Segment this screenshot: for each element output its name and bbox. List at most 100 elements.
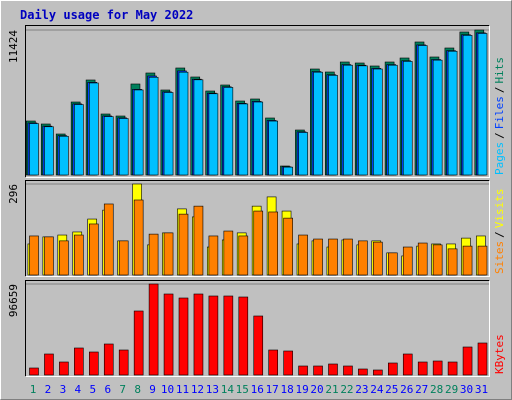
panel-bevel <box>25 180 490 277</box>
x-tick-label: 20 <box>310 383 323 396</box>
x-tick-label: 5 <box>89 383 96 396</box>
x-tick-label: 14 <box>221 383 235 396</box>
bar <box>103 343 114 376</box>
bar <box>268 349 279 376</box>
x-tick-label: 4 <box>75 383 82 396</box>
bar <box>178 71 189 176</box>
bar <box>133 89 144 176</box>
x-tick-label: 23 <box>355 383 368 396</box>
bar <box>268 120 279 176</box>
x-tick-label: 7 <box>119 383 126 396</box>
legend-entry: Hits <box>493 57 506 84</box>
legend-entry: KBytes <box>493 334 506 374</box>
x-tick-label: 10 <box>161 383 174 396</box>
x-tick-label: 11 <box>176 383 189 396</box>
bar <box>358 240 368 276</box>
title: Daily usage for May 2022 <box>20 8 193 22</box>
bar <box>59 135 69 176</box>
bar <box>148 233 159 276</box>
x-tick-label: 24 <box>370 383 384 396</box>
bar <box>163 92 174 176</box>
bar <box>432 360 443 376</box>
bar <box>253 210 264 276</box>
bar <box>44 126 54 176</box>
panel-bevel <box>25 25 490 178</box>
bar <box>358 368 368 376</box>
bar <box>238 103 249 176</box>
legend-separator: / <box>493 132 506 139</box>
x-tick-label: 22 <box>340 383 353 396</box>
bar <box>373 369 383 376</box>
x-tick-label: 19 <box>295 383 308 396</box>
legend-separator: / <box>493 87 506 94</box>
x-tick-label: 18 <box>281 383 294 396</box>
bar <box>313 365 323 376</box>
bar <box>223 295 234 376</box>
bar <box>462 35 473 176</box>
bar <box>328 363 338 376</box>
bar <box>447 50 458 176</box>
x-tick-label: 8 <box>134 383 141 396</box>
panel-bevel <box>25 180 490 277</box>
bar <box>477 33 488 176</box>
bar <box>358 65 368 176</box>
panel-bevel <box>25 25 490 178</box>
bar <box>238 296 249 376</box>
legend-entry: Files <box>493 96 506 129</box>
bar <box>44 236 54 276</box>
bar <box>417 45 428 176</box>
bar <box>402 246 413 276</box>
legend: Pages / Files / Hits <box>493 57 506 175</box>
bar <box>477 342 488 376</box>
bar <box>103 116 114 176</box>
x-tick-label: 2 <box>45 383 52 396</box>
x-tick-label: 15 <box>236 383 249 396</box>
x-tick-label: 1 <box>30 383 37 396</box>
x-tick-label: 29 <box>445 383 458 396</box>
bar <box>118 349 129 376</box>
bar <box>89 82 99 176</box>
legend-entry: Pages <box>493 142 506 175</box>
bar <box>133 199 144 276</box>
bar <box>417 361 428 376</box>
x-tick-label: 26 <box>400 383 413 396</box>
bar <box>148 76 159 176</box>
bar <box>118 118 129 176</box>
bar <box>89 223 99 276</box>
legend-entry: Visits <box>493 189 506 229</box>
bar <box>387 64 398 176</box>
bar <box>163 232 174 276</box>
bar <box>163 293 174 376</box>
bar <box>373 241 383 276</box>
bar <box>208 93 219 176</box>
y-tick-label: 96659 <box>7 284 20 317</box>
bar <box>313 71 323 176</box>
bar <box>328 75 338 176</box>
bar <box>208 295 219 376</box>
y-tick-label: 11424 <box>7 30 20 63</box>
y-tick-label: 296 <box>7 184 20 204</box>
bar <box>462 346 473 376</box>
bar <box>328 238 338 276</box>
bar <box>178 213 189 276</box>
bar <box>477 245 488 276</box>
bar <box>298 132 308 176</box>
bar <box>432 59 443 176</box>
legend: KBytes <box>493 334 506 374</box>
legend-separator: / <box>493 231 506 238</box>
bar <box>208 235 219 276</box>
x-tick-label: 3 <box>60 383 67 396</box>
bar <box>74 104 84 176</box>
bar <box>29 367 39 376</box>
bar <box>402 61 413 176</box>
bar <box>373 68 383 176</box>
x-tick-label: 30 <box>460 383 473 396</box>
bar <box>74 347 84 376</box>
x-tick-label: 12 <box>191 383 204 396</box>
legend-entry: Sites <box>493 241 506 274</box>
bar <box>193 205 204 276</box>
bar <box>178 297 189 376</box>
x-tick-label: 27 <box>415 383 428 396</box>
bar <box>193 79 204 176</box>
